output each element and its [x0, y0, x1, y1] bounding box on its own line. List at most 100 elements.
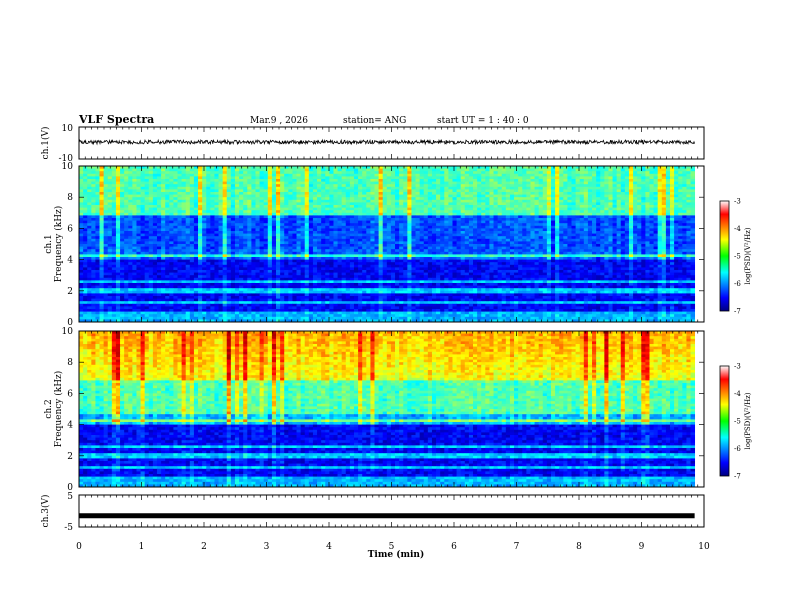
spectrogram-cell [161, 194, 166, 198]
spectrogram-cell [657, 241, 663, 245]
spectrogram-cell [444, 176, 449, 180]
spectrogram-cell [546, 223, 552, 227]
spectrogram-cell [341, 173, 347, 177]
spectrogram-cell [276, 205, 281, 208]
spectrogram-cell [579, 244, 585, 247]
spectrogram-cell [419, 194, 425, 198]
spectrogram-cell [653, 212, 659, 216]
spectrogram-cell [657, 238, 663, 242]
spectrogram-cell [587, 199, 593, 203]
spectrogram-cell [308, 236, 314, 240]
spectrogram-cell [111, 231, 117, 234]
spectrogram-cell [374, 215, 379, 219]
spectrogram-cell [473, 233, 478, 237]
spectrogram-cell [337, 210, 343, 214]
spectrogram-cell [592, 197, 597, 201]
spectrogram-cell [263, 223, 269, 227]
spectrogram-cell [641, 176, 646, 180]
spectrogram-cell [633, 244, 638, 247]
spectrogram-cell [83, 218, 88, 221]
spectrogram-cell [317, 205, 322, 208]
spectrogram-cell [583, 202, 589, 206]
spectrogram-cell [230, 184, 236, 188]
spectrogram-cell [382, 236, 388, 240]
spectrogram-cell [399, 246, 404, 250]
spectrogram-cell [255, 212, 260, 216]
spectrogram-cell [161, 166, 166, 169]
spectrogram-cell [395, 166, 400, 169]
spectrogram-cell [493, 181, 499, 185]
spectrogram-cell [399, 176, 404, 180]
spectrogram-cell [267, 194, 273, 198]
spectrogram-cell [95, 231, 100, 234]
spectrogram-cell [604, 215, 609, 219]
spectrogram-cell [555, 176, 560, 180]
spectrogram-cell [161, 199, 166, 203]
spectrogram-cell [333, 238, 338, 242]
spectrogram-cell [288, 173, 293, 177]
spectrogram-cell [161, 205, 166, 208]
spectrogram-cell [234, 212, 240, 216]
spectrogram-cell [292, 179, 297, 182]
spectrogram-cell [542, 212, 548, 216]
spectrogram-cell [624, 231, 630, 234]
spectrogram-cell [124, 197, 129, 201]
spectrogram-cell [571, 184, 576, 188]
spectrogram-cell [386, 215, 392, 219]
spectrogram-cell [370, 205, 375, 208]
spectrogram-cell [140, 220, 146, 224]
spectrogram-cell [321, 194, 326, 198]
spectrogram-cell [378, 244, 384, 247]
spectrogram-cell [612, 233, 618, 237]
spectrogram-cell [395, 194, 400, 198]
spectrogram-cell [345, 176, 351, 180]
spectrogram-cell [690, 199, 696, 203]
spectrogram-cell [407, 210, 412, 214]
spectrogram-cell [317, 220, 322, 224]
spectrogram-cell [628, 179, 634, 182]
spectrogram-cell [456, 192, 462, 195]
spectrogram-cell [353, 173, 359, 177]
spectrogram-cell [124, 246, 129, 250]
spectrogram-cell [403, 166, 408, 169]
spectrogram-cell [571, 197, 576, 201]
spectrogram-cell [177, 223, 182, 227]
spectrogram-cell [181, 231, 187, 234]
spectrogram-cell [571, 228, 576, 232]
spectrogram-cell [526, 176, 531, 180]
spectrogram-cell [115, 228, 121, 232]
spectrogram-cell [243, 199, 248, 203]
spectrogram-cell [161, 197, 166, 201]
spectrogram-cell [181, 238, 187, 242]
spectrogram-cell [382, 223, 388, 227]
spectrogram-cell [234, 189, 240, 193]
spectrogram-cell [308, 238, 314, 242]
spectrogram-cell [559, 238, 564, 242]
spectrogram-cell [583, 199, 589, 203]
spectrogram-cell [259, 186, 265, 190]
spectrogram-cell [247, 244, 252, 247]
spectrogram-cell [226, 181, 232, 185]
spectrogram-cell [583, 215, 589, 219]
spectrogram-cell [665, 189, 671, 193]
spectrogram-cell [308, 241, 314, 245]
spectrogram-cell [185, 205, 191, 208]
spectrogram-cell [87, 246, 92, 250]
spectrogram-cell [567, 225, 572, 229]
spectrogram-cell [448, 228, 453, 232]
spectrogram-cell [481, 173, 486, 177]
spectrogram-cell [83, 220, 88, 224]
spectrogram-cell [325, 179, 330, 182]
spectrogram-cell [661, 241, 667, 245]
spectrogram-cell [456, 166, 462, 169]
spectrogram-cell [120, 179, 125, 182]
spectrogram-cell [633, 181, 638, 185]
spectrogram-cell [251, 189, 256, 193]
spectrogram-cell [444, 244, 449, 247]
spectrogram-cell [423, 246, 429, 250]
spectrogram-cell [645, 192, 650, 195]
spectrogram-cell [353, 186, 359, 190]
spectrogram-cell [505, 189, 511, 193]
spectrogram-cell [144, 173, 150, 177]
spectrogram-cell [686, 168, 691, 172]
